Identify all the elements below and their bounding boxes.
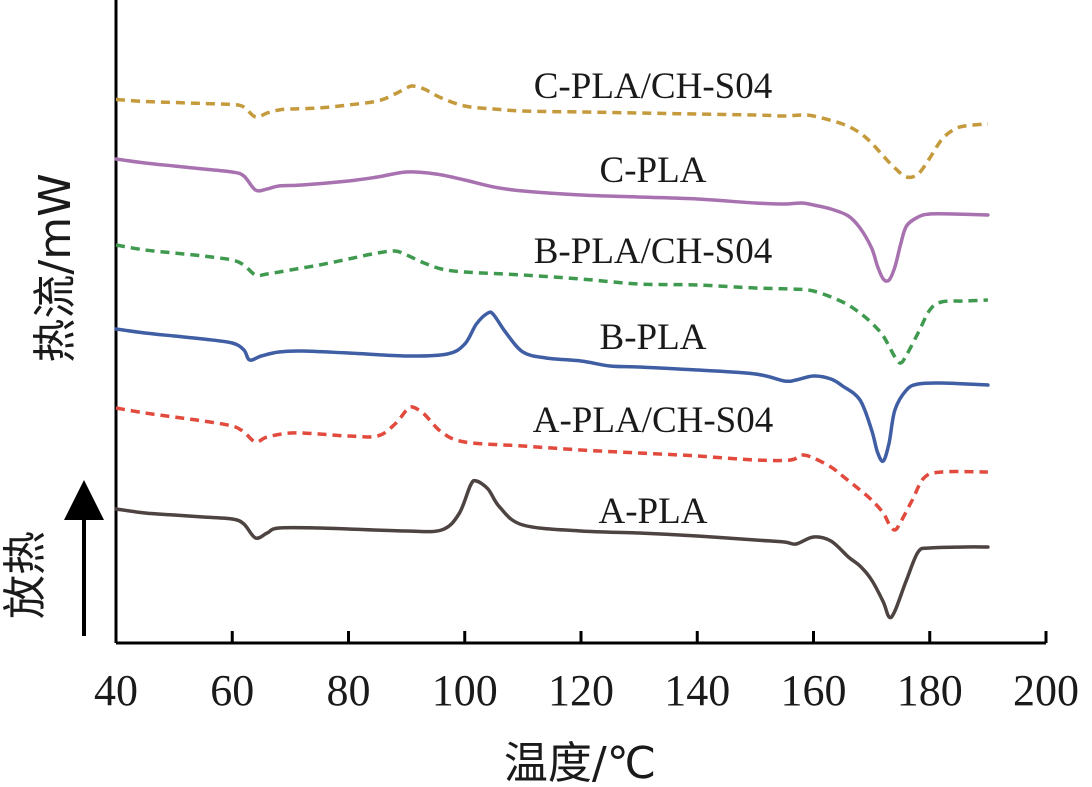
x-tick-label-160: 160 [781,666,847,715]
x-axis-title: 温度/℃ [504,738,656,787]
series-labels: C-PLA/CH-S04 C-PLA B-PLA/CH-S04 B-PLA A-… [533,66,774,532]
x-tick-label-80: 80 [327,666,371,715]
x-tick-label-40: 40 [94,666,138,715]
label-b-pla-ch-s04: B-PLA/CH-S04 [534,231,772,272]
series-line-a-pla [114,478,990,620]
series-line-a-pla-ch-s04 [115,405,988,532]
label-c-pla-ch-s04: C-PLA/CH-S04 [534,66,772,107]
series-line-b-pla-ch-s04 [115,243,988,365]
label-a-pla-ch-s04: A-PLA/CH-S04 [533,400,774,441]
label-a-pla: A-PLA [599,491,708,532]
label-c-pla: C-PLA [600,150,707,191]
x-ticks: 40 60 80 100 120 140 160 180 200 [94,631,1079,715]
x-tick-label-140: 140 [664,666,730,715]
series-lines [114,84,990,620]
x-tick-label-200: 200 [1013,666,1079,715]
label-b-pla: B-PLA [600,317,707,358]
x-tick-label-180: 180 [897,666,963,715]
x-tick-label-60: 60 [210,666,254,715]
series-line-b-pla [114,310,990,464]
x-tick-label-100: 100 [432,666,498,715]
x-tick-label-120: 120 [548,666,614,715]
exo-label: 放热 [0,531,51,619]
series-line-c-pla-ch-s04 [115,84,989,180]
series-line-c-pla [114,157,990,283]
y-axis-title: 热流/mW [30,173,81,362]
axes: 40 60 80 100 120 140 160 180 200 [94,0,1079,715]
